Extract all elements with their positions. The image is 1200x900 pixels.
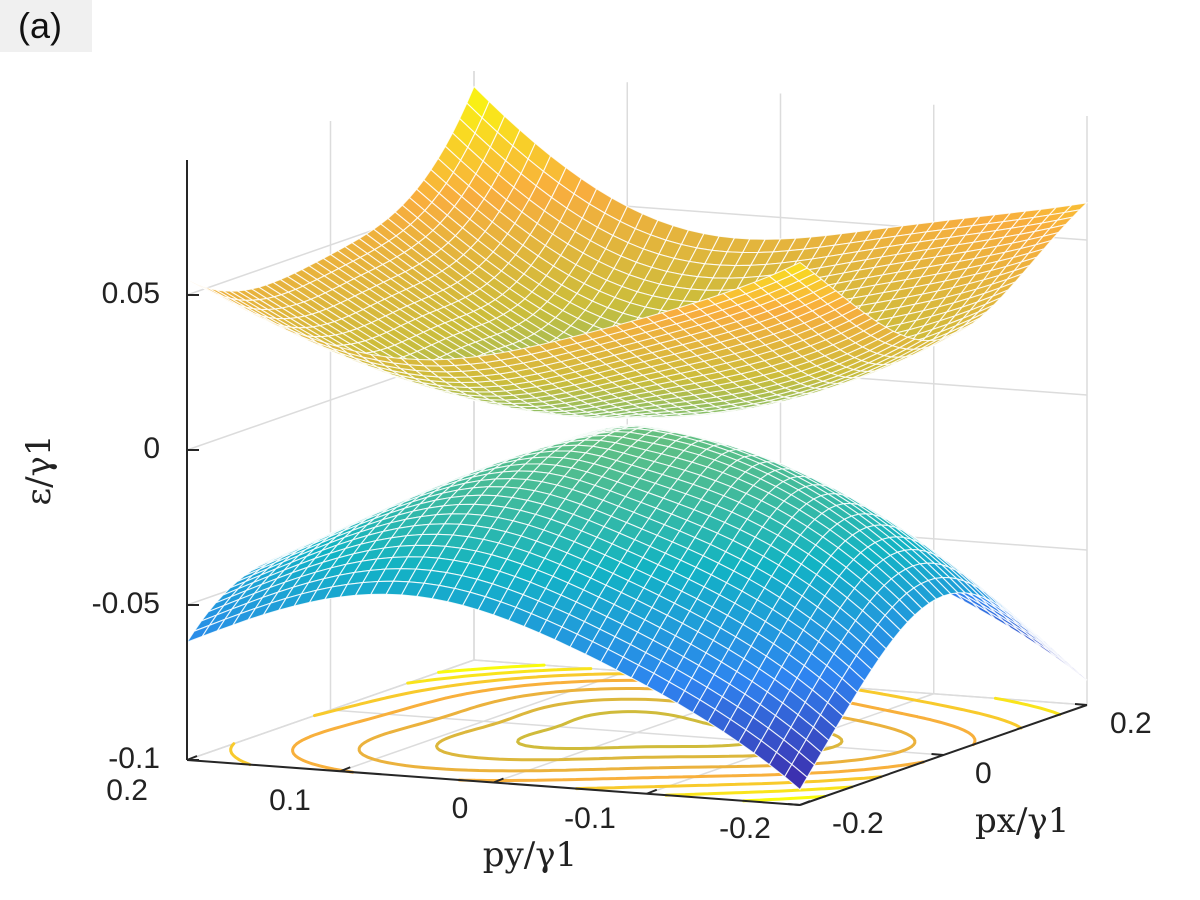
px-tick xyxy=(1074,703,1088,706)
px-tick xyxy=(787,803,801,806)
conduction-band-surface xyxy=(186,85,1089,419)
py-tick-label: 0.1 xyxy=(269,784,311,817)
tick-marks xyxy=(186,294,1088,806)
floor-contours xyxy=(229,663,1062,803)
py-axis-label: py/γ1 xyxy=(483,835,577,875)
py-tick xyxy=(339,766,351,773)
py-tick xyxy=(646,788,658,795)
axis-labels: ε/γ1 py/γ1 px/γ1 xyxy=(19,434,1069,875)
py-tick xyxy=(799,800,811,806)
py-tick-label: 0.2 xyxy=(106,774,148,807)
py-tick-label: -0.2 xyxy=(719,812,771,845)
py-tick xyxy=(493,777,504,784)
z-tick-label: -0.05 xyxy=(92,587,160,620)
valence-band-surface xyxy=(185,424,1088,791)
contour-line xyxy=(516,710,764,750)
py-tick-label: -0.1 xyxy=(564,802,616,835)
px-axis-label: px/γ1 xyxy=(975,801,1069,841)
tick-labels: 0.05 0 -0.05 -0.1 0.2 0.1 0 -0.1 -0.2 0.… xyxy=(92,277,1152,845)
mesh-cell xyxy=(783,763,808,791)
z-axis-label: ε/γ1 xyxy=(19,434,59,505)
px-tick-label: 0.2 xyxy=(1110,707,1152,740)
py-tick xyxy=(186,755,198,761)
z-tick-label: -0.1 xyxy=(108,742,160,775)
grid-line xyxy=(330,709,944,756)
contour-line xyxy=(437,663,827,803)
panel-label: (a) xyxy=(0,0,92,52)
py-tick-label: 0 xyxy=(452,792,469,825)
z-tick-label: 0 xyxy=(143,432,160,465)
px-tick-label: -0.2 xyxy=(832,807,884,840)
mesh-cell xyxy=(783,261,809,276)
px-tick-label: 0 xyxy=(975,757,992,790)
z-tick-label: 0.05 xyxy=(102,277,160,310)
px-tick xyxy=(931,753,944,756)
